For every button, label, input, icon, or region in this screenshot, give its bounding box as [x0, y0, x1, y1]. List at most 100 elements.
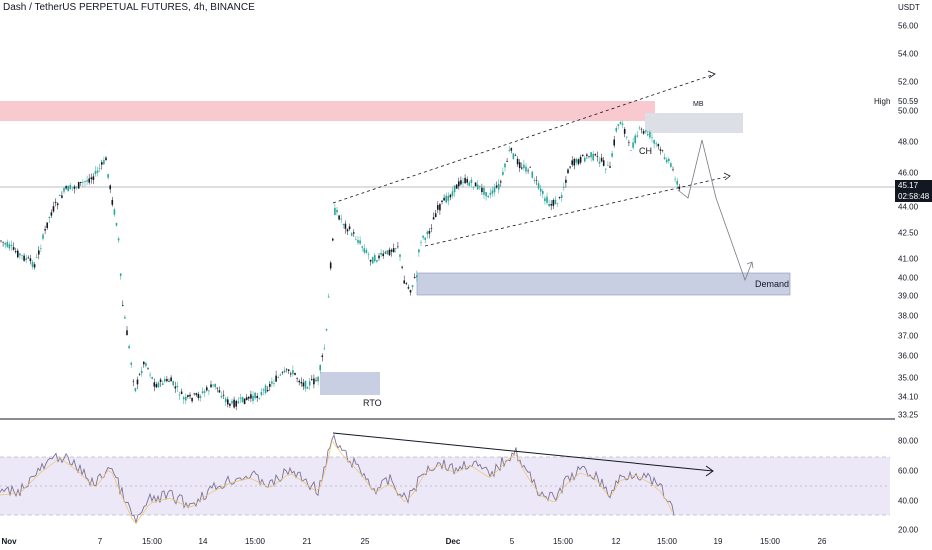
candle-body [241, 396, 244, 403]
candle-body [487, 195, 489, 198]
candle-body [302, 382, 305, 387]
candle-body [510, 148, 513, 151]
candle-body [27, 257, 30, 259]
candle-body [424, 237, 426, 240]
candle-body [258, 398, 261, 399]
candle-body [73, 186, 76, 189]
candle-body [296, 378, 298, 379]
price-tick-label: 36.00 [898, 351, 919, 361]
rsi-tick-label: 80.00 [898, 436, 919, 446]
time-tick-label: 15:00 [656, 537, 678, 546]
candle-body [103, 160, 105, 165]
candle-body [151, 377, 153, 379]
candle-body [233, 399, 235, 408]
candle-body [655, 143, 657, 145]
rto-zone [320, 372, 380, 395]
candle-body [371, 257, 374, 264]
candle-body [172, 381, 174, 386]
time-tick-label: 25 [360, 537, 370, 546]
candle-body [84, 181, 86, 182]
candle-body [535, 180, 538, 181]
candle-body [182, 397, 185, 400]
candle-body [416, 275, 418, 278]
candle-body [355, 239, 357, 241]
candle-body [136, 379, 139, 385]
candle-body [413, 277, 416, 278]
candle-body [392, 248, 395, 253]
candle-body [115, 223, 118, 226]
candle-body [101, 162, 103, 165]
candle-body [653, 140, 655, 144]
candle-body [271, 381, 273, 384]
current-price-tag: 45.17 02:58:48 [895, 180, 932, 202]
candle-body [262, 389, 265, 391]
candle-body [350, 233, 353, 236]
candle-body [161, 383, 164, 385]
candle-body [491, 190, 494, 194]
projection-path[interactable] [677, 139, 753, 282]
candle-body [527, 170, 529, 172]
candle-body [80, 181, 82, 183]
candle-body [462, 182, 464, 183]
time-tick-label: 14 [198, 537, 208, 546]
candle-body [243, 398, 246, 405]
candle-body [140, 370, 143, 374]
rsi-divergence-line[interactable] [332, 432, 714, 472]
time-tick-label: 21 [302, 537, 312, 546]
candle-body [23, 255, 25, 261]
candle-body [439, 204, 441, 211]
candle-body [493, 187, 496, 193]
channel-lower-line[interactable] [424, 175, 731, 247]
candle-body [611, 153, 613, 157]
candle-body [455, 184, 458, 189]
candle-body [443, 197, 445, 201]
candle-body [605, 168, 607, 170]
candle-body [306, 387, 309, 389]
candle-body [319, 365, 321, 371]
channel-upper-line[interactable] [332, 73, 716, 204]
candle-body [69, 184, 72, 190]
candle-body [300, 381, 303, 384]
candle-body [579, 156, 582, 163]
candle-body [287, 369, 290, 371]
candle-body [153, 382, 156, 387]
candle-body [193, 393, 195, 395]
candle-body [264, 385, 267, 393]
candle-body [397, 246, 399, 248]
candle-body [649, 132, 651, 138]
candle-body [134, 388, 137, 392]
mb-zone [645, 113, 743, 133]
candle-body [239, 397, 242, 399]
candle-body [250, 394, 252, 399]
price-tick-label: 48.00 [898, 137, 919, 147]
candle-body [418, 249, 420, 253]
candle-body [388, 249, 391, 256]
price-tick-label: 33.25 [898, 410, 919, 420]
candle-body [113, 209, 116, 215]
time-tick-label: 15:00 [244, 537, 266, 546]
candle-body [298, 380, 300, 383]
candle-body [432, 217, 435, 220]
candle-body [210, 384, 212, 388]
candle-body [634, 135, 636, 144]
time-tick-label: 19 [713, 537, 723, 546]
candle-body [346, 229, 349, 232]
candle-body [0, 240, 2, 242]
candle-body [317, 376, 319, 382]
candle-body [109, 185, 111, 190]
candle-body [281, 372, 284, 373]
candle-body [334, 207, 336, 216]
candle-body [143, 361, 145, 365]
candle-body [56, 203, 59, 206]
candle-body [220, 396, 223, 398]
candle-body [600, 157, 603, 162]
candle-body [332, 238, 334, 241]
candle-body [59, 194, 61, 197]
candle-body [607, 165, 609, 166]
candle-body [407, 287, 410, 289]
candle-body [500, 181, 502, 183]
high-value: 50.59 [898, 97, 919, 106]
candle-body [676, 180, 678, 185]
candle-body [369, 259, 372, 262]
